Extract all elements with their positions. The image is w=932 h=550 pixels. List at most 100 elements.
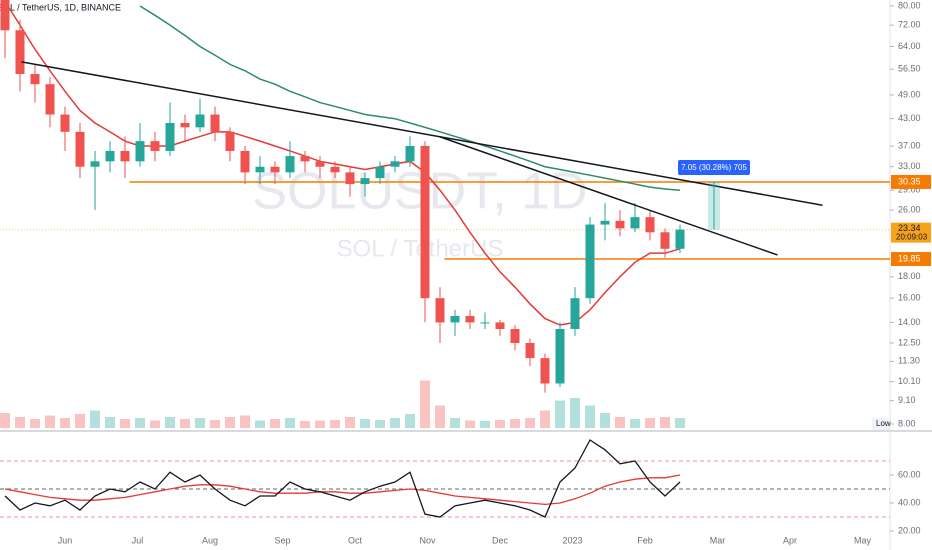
volume-bar (570, 398, 580, 428)
candle-body (195, 114, 205, 128)
y-tick-label: 18.00 (898, 271, 921, 281)
candle-body (660, 232, 670, 249)
candle-body (495, 322, 505, 330)
y-tick-label: 64.00 (898, 41, 921, 51)
volume-bar (150, 420, 160, 428)
level-tag-label: 19.85 (898, 253, 921, 263)
rsi-tick-label: 20.00 (898, 525, 921, 535)
main-pane: 7.05 (30.28%) 705 (0, 0, 890, 428)
x-tick-label: Jun (58, 535, 73, 545)
measure-label: 7.05 (30.28%) 705 (681, 163, 747, 172)
trendline (21, 61, 823, 206)
volume-bar (660, 417, 670, 428)
x-tick-label: Nov (419, 535, 436, 545)
candle-body (420, 145, 430, 299)
volume-bar (75, 414, 85, 428)
volume-bar (525, 418, 535, 428)
volume-bar (675, 418, 685, 428)
low-tag (872, 418, 890, 430)
volume-bar (435, 405, 445, 428)
volume-bar (540, 410, 550, 428)
volume-bar (330, 420, 340, 428)
candle-body (390, 161, 400, 167)
x-tick-label: Dec (492, 535, 509, 545)
volume-bar (90, 410, 100, 428)
candle-body (330, 166, 340, 173)
y-tick-label: 49.00 (898, 89, 921, 99)
x-tick-label: Aug (202, 535, 218, 545)
candle-body (165, 122, 175, 151)
volume-bar (60, 418, 70, 428)
candle-body (600, 220, 610, 225)
volume-bar (465, 420, 475, 428)
candle-body (570, 298, 580, 330)
watermark: SOLUSDT, 1D (252, 163, 587, 221)
y-tick-label: 80.00 (898, 0, 921, 10)
candle-body (375, 166, 385, 179)
candle-body (615, 220, 625, 229)
header: SOL / TetherUS, 1D, BINANCE (0, 2, 121, 12)
moving-average (4, 1, 681, 326)
x-tick-label: Oct (348, 535, 363, 545)
y-tick-label: 56.50 (898, 64, 921, 74)
candle-body (345, 172, 355, 185)
level-tag-label: 30.35 (898, 176, 921, 186)
candle-body (525, 342, 535, 359)
candle-body (450, 316, 460, 323)
volume-bar (615, 417, 625, 428)
candle-body (435, 298, 445, 323)
volume-bar (30, 419, 40, 428)
x-tick-label: 2023 (562, 535, 582, 545)
candle-body (225, 131, 235, 151)
volume-bar (210, 420, 220, 428)
volume-bar (180, 419, 190, 428)
candle-body (30, 74, 40, 85)
candle-body (15, 30, 25, 75)
volume-bar (480, 421, 490, 428)
volume-bar (375, 420, 385, 428)
volume-bar (120, 419, 130, 428)
volume-bar (300, 421, 310, 428)
volume-bar (165, 417, 175, 428)
candle-body (405, 145, 415, 162)
candle-body (630, 217, 640, 229)
y-tick-label: 12.50 (898, 337, 921, 347)
level-tag (891, 174, 931, 189)
candle-body (465, 316, 475, 323)
x-tick-label: Jul (132, 535, 144, 545)
moving-average (139, 5, 681, 191)
volume-bar (285, 418, 295, 428)
volume-bar (630, 419, 640, 428)
y-tick-label: 33.00 (898, 161, 921, 171)
low-label: Low (876, 419, 891, 428)
rsi-line (4, 439, 681, 518)
volume-bar (600, 413, 610, 428)
candle-body (540, 358, 550, 384)
x-tick-label: Mar (710, 535, 726, 545)
volume-bar (450, 418, 460, 428)
price-tag-label: 23.34 (898, 223, 921, 233)
candle-body (150, 141, 160, 151)
y-tick-label: 72.00 (898, 20, 921, 30)
rsi-ma (4, 474, 681, 506)
candle-body (60, 114, 70, 132)
candle-body (300, 156, 310, 162)
candle-body (360, 178, 370, 185)
candle-body (45, 84, 55, 115)
candle-body (270, 166, 280, 173)
candle-body (180, 122, 190, 128)
candle-body (240, 150, 250, 173)
volume-bar (495, 420, 505, 428)
x-tick-label: Apr (783, 535, 797, 545)
candle-body (645, 217, 655, 233)
x-tick-label: May (854, 535, 872, 545)
candle-body (135, 141, 145, 162)
y-tick-label: 10.10 (898, 376, 921, 386)
volume-bar (270, 419, 280, 428)
volume-bar (105, 417, 115, 428)
volume-bar (315, 420, 325, 428)
y-tick-label: 8.00 (898, 418, 916, 428)
volume-bar (585, 405, 595, 428)
candle-body (210, 114, 220, 132)
